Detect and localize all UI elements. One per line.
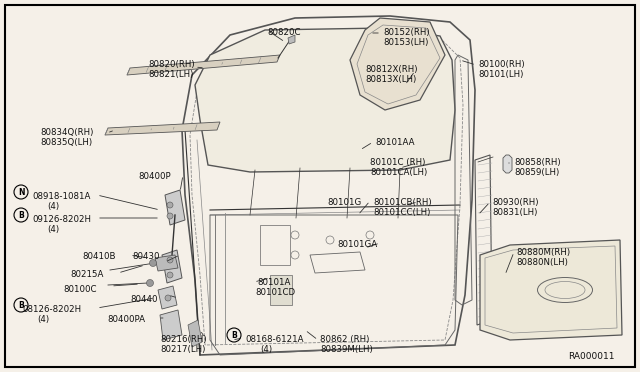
Text: 80101C (RH): 80101C (RH) xyxy=(370,158,426,167)
Bar xyxy=(270,275,292,305)
Text: 80101A: 80101A xyxy=(257,278,291,287)
Text: 80880M(RH): 80880M(RH) xyxy=(516,248,570,257)
Text: 80430: 80430 xyxy=(132,252,159,261)
Polygon shape xyxy=(288,35,295,44)
Text: 80820(RH): 80820(RH) xyxy=(148,60,195,69)
Text: 80153(LH): 80153(LH) xyxy=(383,38,428,47)
Text: N: N xyxy=(18,187,24,196)
Text: 80821(LH): 80821(LH) xyxy=(148,70,193,79)
Text: 80215A: 80215A xyxy=(70,270,104,279)
Text: 80880N(LH): 80880N(LH) xyxy=(516,258,568,267)
Text: 09126-8202H: 09126-8202H xyxy=(32,215,91,224)
Text: 80839M(LH): 80839M(LH) xyxy=(320,345,372,354)
Circle shape xyxy=(165,295,171,301)
Text: 80101CA(LH): 80101CA(LH) xyxy=(370,168,428,177)
Text: 80410B: 80410B xyxy=(82,252,115,261)
Text: B: B xyxy=(231,330,237,340)
Text: 80101GA: 80101GA xyxy=(337,240,377,249)
Text: 80101CB(RH): 80101CB(RH) xyxy=(373,198,431,207)
Bar xyxy=(505,159,510,170)
Text: 80820C: 80820C xyxy=(267,28,301,37)
Bar xyxy=(548,260,566,272)
Text: B: B xyxy=(18,301,24,310)
Text: 80862 (RH): 80862 (RH) xyxy=(320,335,369,344)
Text: 80440: 80440 xyxy=(130,295,157,304)
Bar xyxy=(523,310,543,324)
Text: 08126-8202H: 08126-8202H xyxy=(22,305,81,314)
Text: 80831(LH): 80831(LH) xyxy=(492,208,538,217)
Text: 80100(RH): 80100(RH) xyxy=(478,60,525,69)
Text: 80101AA: 80101AA xyxy=(375,138,415,147)
Polygon shape xyxy=(480,240,622,340)
Bar xyxy=(260,225,290,265)
Polygon shape xyxy=(127,55,280,75)
Text: 80859(LH): 80859(LH) xyxy=(514,168,559,177)
Text: RA000011: RA000011 xyxy=(568,352,614,361)
Polygon shape xyxy=(158,286,177,309)
Bar xyxy=(525,260,543,272)
Text: 08168-6121A: 08168-6121A xyxy=(245,335,303,344)
Circle shape xyxy=(167,257,173,263)
Text: 80217(LH): 80217(LH) xyxy=(160,345,205,354)
Text: 80834Q(RH): 80834Q(RH) xyxy=(40,128,93,137)
Polygon shape xyxy=(162,250,182,283)
Polygon shape xyxy=(188,320,202,347)
Polygon shape xyxy=(195,28,455,172)
Text: 80835Q(LH): 80835Q(LH) xyxy=(40,138,92,147)
Text: 80812X(RH): 80812X(RH) xyxy=(365,65,417,74)
Text: 80813X(LH): 80813X(LH) xyxy=(365,75,416,84)
Circle shape xyxy=(167,272,173,278)
Text: 80858(RH): 80858(RH) xyxy=(514,158,561,167)
Circle shape xyxy=(167,202,173,208)
Text: 80101CD: 80101CD xyxy=(255,288,295,297)
Text: B: B xyxy=(18,211,24,219)
Polygon shape xyxy=(160,310,182,340)
Text: (4): (4) xyxy=(47,225,59,234)
Circle shape xyxy=(167,213,173,219)
Polygon shape xyxy=(155,255,178,271)
Text: 80216(RH): 80216(RH) xyxy=(160,335,207,344)
Text: 80100C: 80100C xyxy=(63,285,97,294)
Text: 08918-1081A: 08918-1081A xyxy=(32,192,90,201)
Text: 80930(RH): 80930(RH) xyxy=(492,198,538,207)
Text: (4): (4) xyxy=(47,202,59,211)
Text: 80101G: 80101G xyxy=(327,198,361,207)
Polygon shape xyxy=(105,122,220,135)
Text: (4): (4) xyxy=(37,315,49,324)
Text: 80101(LH): 80101(LH) xyxy=(478,70,524,79)
Polygon shape xyxy=(165,190,185,225)
Text: (4): (4) xyxy=(260,345,272,354)
Text: 80400P: 80400P xyxy=(138,172,171,181)
Text: 80101CC(LH): 80101CC(LH) xyxy=(373,208,430,217)
Text: 80152(RH): 80152(RH) xyxy=(383,28,429,37)
Text: 80400PA: 80400PA xyxy=(107,315,145,324)
Circle shape xyxy=(147,279,154,286)
Polygon shape xyxy=(350,18,445,110)
Circle shape xyxy=(150,260,157,266)
Polygon shape xyxy=(503,155,512,173)
